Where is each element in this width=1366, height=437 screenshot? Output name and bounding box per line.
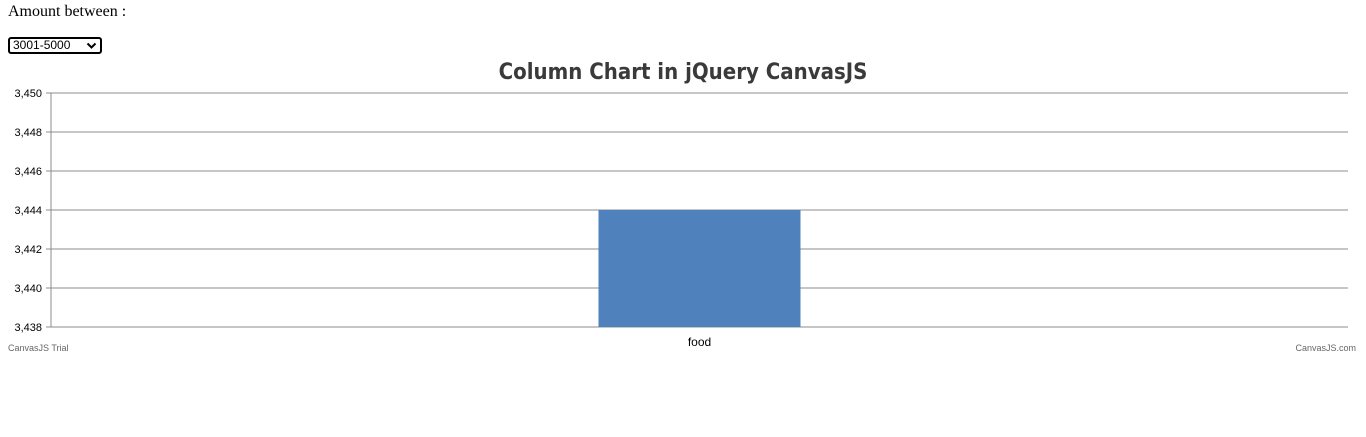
- x-tick-label: food: [688, 335, 711, 349]
- y-tick-label: 3,450: [14, 88, 42, 100]
- y-tick-label: 3,444: [14, 205, 42, 217]
- y-tick-label: 3,442: [14, 244, 42, 256]
- y-tick-label: 3,446: [14, 166, 42, 178]
- chart-canvas: Column Chart in jQuery CanvasJS 3,438 3,4…: [8, 60, 1356, 353]
- chart-title: Column Chart in jQuery CanvasJS: [499, 60, 868, 85]
- watermark-canvasjs-link[interactable]: CanvasJS.com: [1295, 343, 1356, 353]
- amount-range-selected-value: 3001-5000: [13, 38, 71, 52]
- amount-filter-label: Amount between :: [8, 3, 127, 20]
- column-chart: Column Chart in jQuery CanvasJS 3,438 3,4…: [0, 56, 1366, 360]
- y-tick-label: 3,438: [14, 322, 42, 334]
- bar-food[interactable]: [598, 210, 801, 327]
- watermark-trial: CanvasJS Trial: [8, 343, 69, 353]
- amount-range-select[interactable]: 3001-5000: [8, 37, 102, 54]
- y-tick-label: 3,440: [14, 283, 42, 295]
- chevron-down-icon: [86, 42, 97, 49]
- y-tick-label: 3,448: [14, 127, 42, 139]
